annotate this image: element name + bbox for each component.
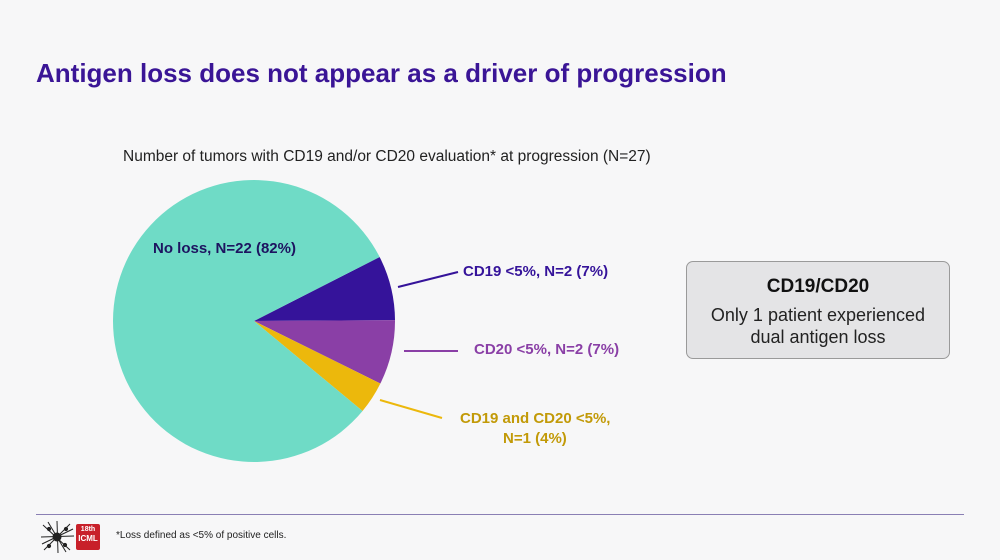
slide-title: Antigen loss does not appear as a driver… [36, 58, 727, 88]
logo-acronym: ICML [78, 534, 98, 543]
slice-no-loss [113, 179, 380, 462]
logo-edition: 18th [80, 526, 96, 533]
network-icon [40, 520, 75, 554]
footnote: *Loss defined as <5% of positive cells. [116, 530, 287, 541]
slice-label-both-line2: N=1 (4%) [503, 430, 567, 447]
callout-body: Only 1 patient experienced dual antigen … [687, 304, 949, 348]
callout-box: CD19/CD20 Only 1 patient experienced dua… [686, 261, 950, 359]
callout-title: CD19/CD20 [766, 276, 870, 297]
conference-logo: 18th ICML [40, 520, 106, 554]
slice-label-both-line1: CD19 and CD20 <5%, [460, 410, 611, 427]
callout-line: dual antigen loss [750, 327, 886, 347]
slice-cd20 [254, 320, 395, 384]
slice-cd19 [254, 256, 395, 321]
footer-divider [36, 514, 964, 515]
leader-line-both [379, 399, 443, 419]
slice-cd19-and-cd20 [254, 321, 381, 412]
logo-badge: 18th ICML [76, 524, 100, 550]
callout-line: Only 1 patient experienced [710, 305, 926, 325]
chart-title: Number of tumors with CD19 and/or CD20 e… [123, 148, 651, 165]
slice-label-cd20: CD20 <5%, N=2 (7%) [474, 341, 620, 358]
slice-label-no-loss: No loss, N=22 (82%) [153, 240, 296, 257]
leader-line-cd19 [397, 271, 459, 288]
slice-label-cd19: CD19 <5%, N=2 (7%) [463, 263, 609, 280]
